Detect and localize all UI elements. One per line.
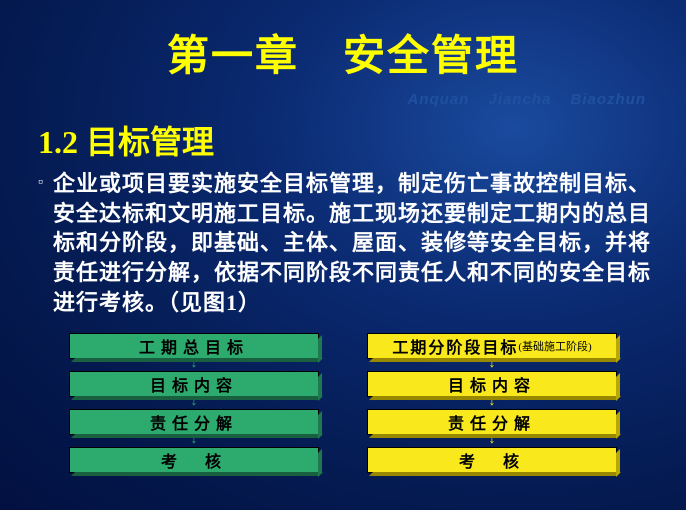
pinyin-row: Anquan Jiancha Biaozhun <box>0 91 686 109</box>
right-flow-box-3: 责任分解 <box>367 409 617 435</box>
right-flow-column: 工期分阶段目标 (基础施工阶段) ↓ 目标内容 ↓ 责任分解 ↓ 考 核 <box>367 333 617 473</box>
flow-label: 考 核 <box>459 448 525 472</box>
pinyin-subtitle: Anquan Jiancha Biaozhun <box>407 91 646 108</box>
left-flow-box-1: 工期总目标 <box>69 333 319 359</box>
chapter-title: 第一章 安全管理 <box>167 34 519 80</box>
left-flow-box-4: 考 核 <box>69 447 319 473</box>
flow-sub-label: (基础施工阶段) <box>518 338 591 354</box>
flow-label: 考 核 <box>161 448 227 472</box>
flow-diagram-row: 工期总目标 ↓ 目标内容 ↓ 责任分解 ↓ 考 核 工期分阶段目标 (基础施工阶… <box>0 333 686 473</box>
left-flow-box-2: 目标内容 <box>69 371 319 397</box>
flow-label: 责任分解 <box>150 410 238 434</box>
chapter-title-row: 第一章 安全管理 <box>0 0 686 83</box>
right-flow-box-2: 目标内容 <box>367 371 617 397</box>
right-flow-box-4: 考 核 <box>367 447 617 473</box>
flow-label: 目标内容 <box>448 372 536 396</box>
bullet-icon: ▫ <box>38 175 43 191</box>
left-flow-box-3: 责任分解 <box>69 409 319 435</box>
left-flow-column: 工期总目标 ↓ 目标内容 ↓ 责任分解 ↓ 考 核 <box>69 333 319 473</box>
right-flow-box-1: 工期分阶段目标 (基础施工阶段) <box>367 333 617 359</box>
body-paragraph-wrap: ▫ 企业或项目要实施安全目标管理，制定伤亡事故控制目标、安全达标和文明施工目标。… <box>38 169 654 317</box>
flow-label: 责任分解 <box>448 410 536 434</box>
body-paragraph: 企业或项目要实施安全目标管理，制定伤亡事故控制目标、安全达标和文明施工目标。施工… <box>53 169 654 317</box>
flow-label: 工期分阶段目标 <box>392 334 518 358</box>
flow-label: 目标内容 <box>150 372 238 396</box>
flow-label: 工期总目标 <box>139 334 249 358</box>
section-heading: 1.2 目标管理 <box>38 117 686 163</box>
